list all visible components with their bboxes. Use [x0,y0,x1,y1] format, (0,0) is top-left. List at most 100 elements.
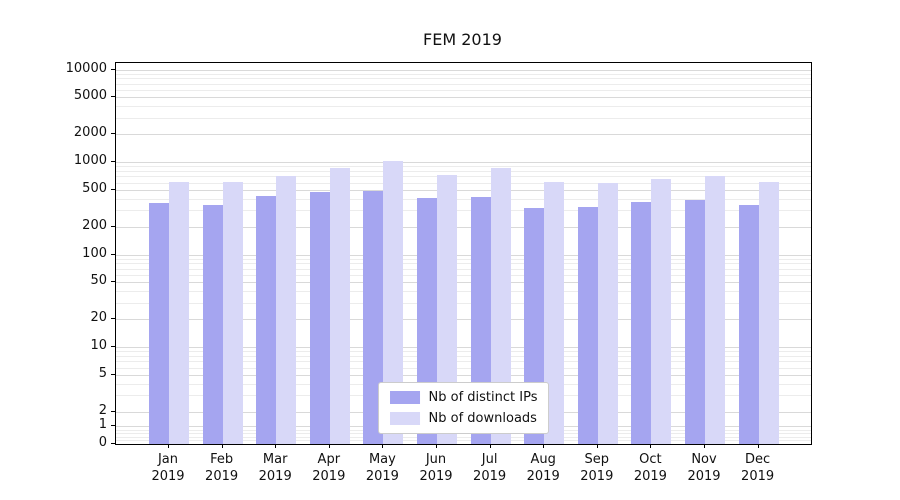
x-tick-label: May 2019 [352,451,412,485]
bar-downloads [276,176,297,444]
x-tick-label: Sep 2019 [567,451,627,485]
x-tick-label: Nov 2019 [674,451,734,485]
x-tick-year: 2019 [312,469,346,484]
y-tick-label: 1 [98,417,107,432]
gridline [116,302,811,304]
gridline [116,254,811,256]
bar-downloads [329,167,350,444]
x-tick-label: Dec 2019 [728,451,788,485]
bar-distinct-ips [631,202,652,444]
gridline [116,210,811,212]
x-tick-year: 2019 [258,469,292,484]
gridline [116,355,811,357]
bar-downloads [437,174,457,444]
x-tick-month: Apr [317,452,341,467]
gridline [116,78,811,80]
gridline [116,226,811,228]
bar-distinct-ips [309,192,330,444]
x-tick-label: Oct 2019 [620,451,680,485]
chart-title: FEM 2019 [423,30,502,49]
x-tick-label: Jun 2019 [406,451,466,485]
y-tick-label: 100 [82,245,107,261]
x-tick-year: 2019 [151,469,185,484]
gridline [116,90,811,92]
gridline [116,374,811,376]
gridline [116,176,811,178]
x-tick-year: 2019 [526,469,560,484]
y-tick-label: 2000 [73,125,107,141]
gridline [116,162,811,163]
bar-distinct-ips [738,205,759,444]
bar-downloads [544,181,565,444]
legend: Nb of distinct IPs Nb of downloads [377,382,550,434]
x-tick-year: 2019 [419,469,453,484]
x-tick-year: 2019 [365,469,399,484]
x-tick-label: Mar 2019 [245,451,305,485]
y-tick-label: 20 [90,310,107,326]
gridline [116,170,811,172]
y-tick-label: 1000 [73,153,107,168]
gridline [116,83,811,85]
y-tick-label: 2 [98,402,107,418]
plot-area: Nb of distinct IPs Nb of downloads [115,62,812,445]
x-tick-label: Jan 2019 [138,451,198,485]
bar-distinct-ips [685,200,705,444]
x-tick-year: 2019 [580,469,614,484]
gridline [116,106,811,108]
x-tick-month: Jan [157,452,179,467]
x-tick-year: 2019 [687,469,721,484]
x-tick-year: 2019 [205,469,239,484]
gridline [116,282,811,284]
bar-downloads [222,181,243,444]
gridline [116,351,811,353]
x-tick-month: Aug [530,452,556,467]
gridline [116,319,811,321]
x-tick-month: Dec [745,452,771,467]
x-tick-label: Feb 2019 [192,451,252,485]
legend-label-downloads: Nb of downloads [428,411,537,426]
bar-distinct-ips [577,206,598,444]
bar-downloads [651,179,672,444]
x-tick-label: Aug 2019 [513,451,573,485]
gridline [116,258,811,260]
gridline [116,268,811,270]
gridline [116,291,811,293]
x-tick-month: Jun [425,452,447,467]
gridline [116,361,811,363]
x-tick-month: Sep [584,452,610,467]
x-tick-month: Mar [262,452,288,467]
legend-swatch-downloads [389,412,420,425]
gridline [116,436,811,438]
y-tick-label: 0 [98,435,107,450]
y-tick-label: 500 [82,180,107,196]
x-tick-year: 2019 [741,469,775,484]
x-tick-year: 2019 [473,469,507,484]
gridline [116,198,811,200]
gridline [116,117,811,119]
x-tick-month: Feb [210,452,234,467]
gridline [116,134,811,136]
gridline [116,166,811,168]
gridline [116,189,811,191]
gridline [116,440,811,442]
gridline [116,275,811,277]
bar-distinct-ips [202,205,223,444]
bar-downloads [758,181,779,444]
x-tick-month: Nov [691,452,717,467]
x-tick-month: May [368,452,396,467]
legend-item-distinct-ips: Nb of distinct IPs [389,390,538,405]
gridline [116,347,811,348]
bar-downloads [169,181,189,444]
bar-distinct-ips [149,203,169,444]
gridline [116,182,811,184]
legend-label-distinct-ips: Nb of distinct IPs [428,390,538,405]
bar-downloads [490,168,511,444]
gridline [116,263,811,265]
legend-swatch-distinct-ips [389,391,420,404]
gridline [116,97,811,99]
y-tick-label: 5000 [73,88,107,104]
bar-distinct-ips [256,195,277,444]
x-tick-year: 2019 [633,469,667,484]
gridline [116,73,811,75]
